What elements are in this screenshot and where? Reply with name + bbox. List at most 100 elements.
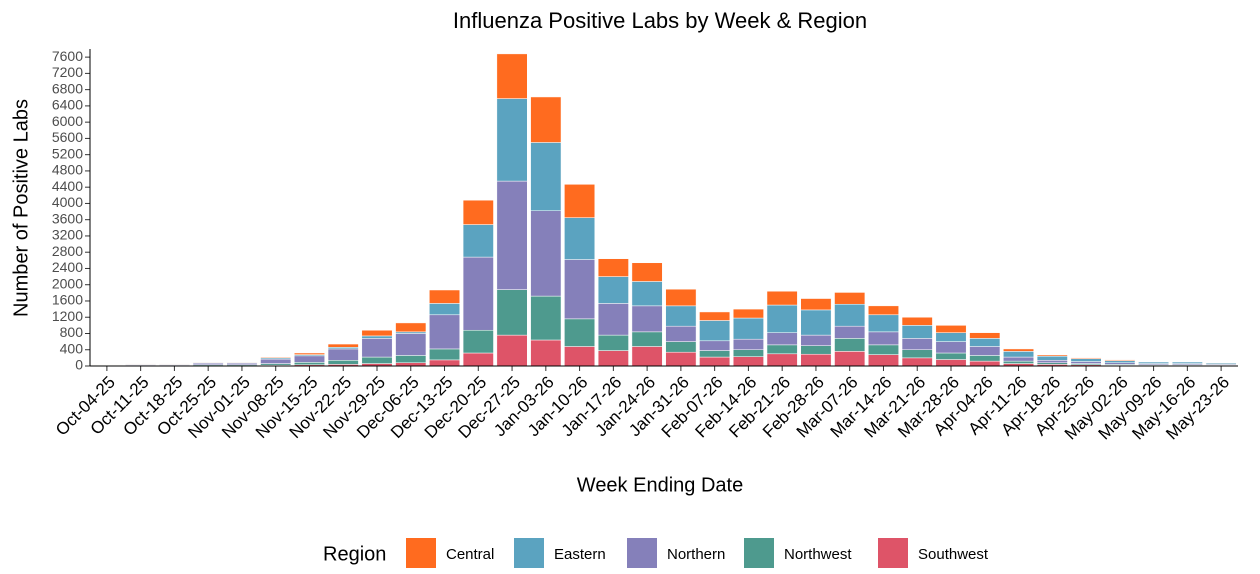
bar-segment (970, 338, 1000, 346)
bar-segment (463, 200, 493, 224)
bar-segment (497, 99, 527, 182)
y-tick-label: 1200 (52, 308, 83, 324)
bar-segment (801, 354, 831, 366)
y-tick-label: 1600 (52, 292, 83, 308)
bar-segment (564, 184, 594, 217)
bar-segment (362, 338, 392, 357)
legend-label: Northern (667, 546, 725, 563)
legend-swatch (744, 538, 774, 568)
bar-segment (531, 142, 561, 210)
bar-segment (699, 320, 729, 340)
legend-swatch (878, 538, 908, 568)
bar-segment (835, 351, 865, 366)
bar-segment (497, 335, 527, 366)
bar-segment (868, 355, 898, 366)
bar-segment (801, 335, 831, 346)
bar-segment (868, 332, 898, 345)
bar-segment (497, 54, 527, 99)
bar-segment (531, 296, 561, 340)
bar-segment (733, 350, 763, 357)
bar-segment (429, 360, 459, 366)
bar-segment (1105, 361, 1135, 363)
bar-segment (632, 332, 662, 347)
legend-label: Northwest (784, 546, 852, 563)
bar-segment (868, 345, 898, 355)
y-tick-label: 800 (60, 324, 84, 340)
bar-segment (1037, 360, 1067, 362)
bar-segment (666, 289, 696, 306)
bar-segment (835, 338, 865, 351)
bar-segment (497, 181, 527, 290)
bar-segment (666, 352, 696, 366)
bar-segment (598, 277, 628, 304)
bar-segment (261, 359, 291, 363)
legend-label: Southwest (918, 546, 989, 563)
legend-swatch (627, 538, 657, 568)
bar-segment (1003, 349, 1033, 351)
bar-segment (1105, 360, 1135, 361)
bar-segment (1071, 359, 1101, 362)
bar-segment (666, 306, 696, 326)
bar-segment (835, 292, 865, 304)
bar-segment (767, 291, 797, 305)
bar-segment (1003, 357, 1033, 361)
bar-segment (936, 359, 966, 366)
bar-segment (463, 257, 493, 330)
bar-segment (261, 357, 291, 358)
y-tick-label: 5200 (52, 145, 83, 161)
bar-segment (564, 319, 594, 347)
bar-segment (801, 299, 831, 310)
bar-segment (801, 310, 831, 335)
bar-segment (902, 317, 932, 325)
bar-segment (632, 281, 662, 305)
bar-segment (902, 325, 932, 338)
bar-segment (767, 305, 797, 333)
legend-swatch (514, 538, 544, 568)
bar-segment (733, 339, 763, 350)
y-tick-label: 5600 (52, 129, 83, 145)
legend-title: Region (323, 543, 386, 565)
y-tick-label: 2000 (52, 275, 83, 291)
bar-segment (396, 355, 426, 362)
bar-segment (699, 341, 729, 351)
bar-segment (835, 304, 865, 326)
legend-swatch (406, 538, 436, 568)
bar-segment (1003, 361, 1033, 363)
y-tick-label: 6000 (52, 113, 83, 129)
bar-segment (294, 362, 324, 364)
bar-segment (396, 323, 426, 332)
bar-segment (598, 303, 628, 335)
legend-label: Central (446, 546, 494, 563)
bar-segment (463, 330, 493, 353)
bar-segment (868, 306, 898, 315)
bar-segment (868, 315, 898, 332)
bar-segment (936, 342, 966, 353)
y-tick-label: 0 (75, 357, 83, 373)
bar-segment (767, 354, 797, 366)
bar-segment (564, 260, 594, 319)
bar-segment (699, 351, 729, 358)
x-axis-title: Week Ending Date (577, 474, 743, 496)
bar-segment (531, 97, 561, 143)
bar-segment (699, 357, 729, 366)
bar-segment (362, 336, 392, 338)
bar-segment (564, 346, 594, 366)
y-tick-label: 6400 (52, 97, 83, 113)
bar-segment (1037, 356, 1067, 360)
legend-label: Eastern (554, 546, 606, 563)
bar-segment (1071, 358, 1101, 359)
y-tick-label: 7200 (52, 64, 83, 80)
bar-segment (564, 218, 594, 260)
bar-segment (767, 333, 797, 345)
bar-segment (970, 361, 1000, 366)
y-tick-label: 6800 (52, 80, 83, 96)
bar-segment (632, 346, 662, 366)
bar-segment (970, 333, 1000, 339)
bar-segment (902, 338, 932, 349)
bar-segment (328, 349, 358, 360)
bar-segment (1003, 351, 1033, 357)
bar-segment (936, 333, 966, 342)
bar-segment (598, 259, 628, 277)
